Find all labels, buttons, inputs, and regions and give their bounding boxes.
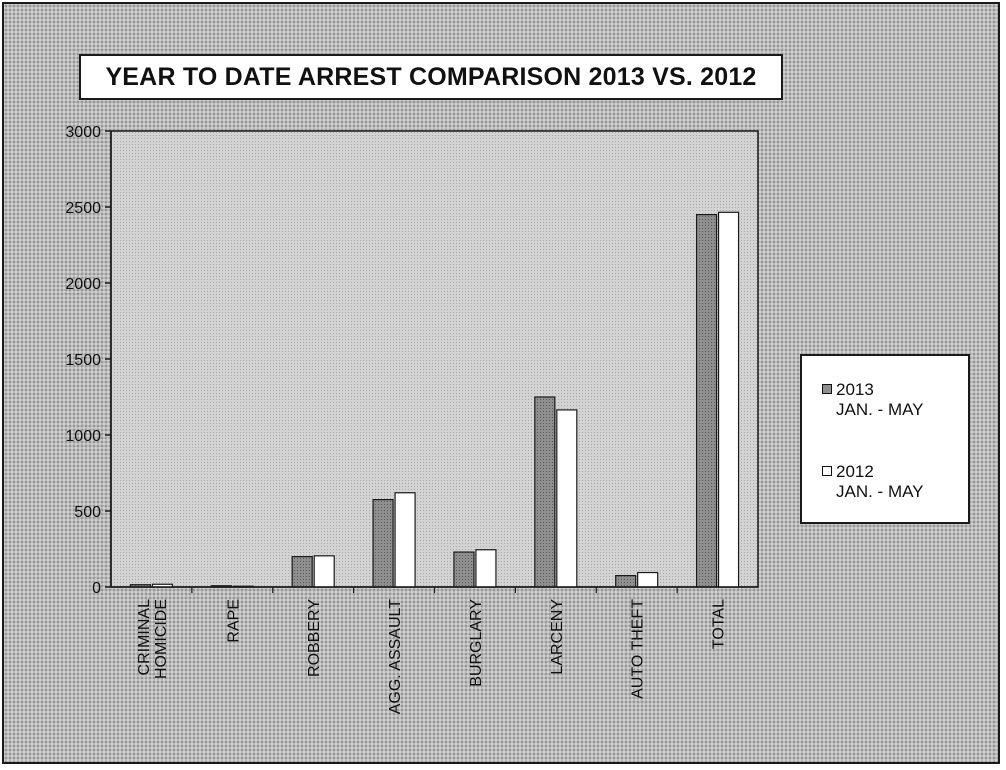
x-category-label: ROBBERY: [306, 599, 323, 677]
bar-2013-2: [291, 555, 313, 588]
x-category-label: BURGLARY: [468, 599, 485, 687]
y-tick-label: 1000: [65, 428, 101, 445]
bar-2013-4: [453, 551, 475, 588]
x-category-label: TOTAL: [711, 599, 728, 649]
bar-2012-2: [313, 555, 335, 588]
y-tick-label: 3000: [65, 124, 101, 141]
legend-swatch-2013: [822, 384, 832, 394]
y-tick-label: 1500: [65, 352, 101, 369]
legend-label-2013: 2013: [836, 380, 874, 399]
legend-sublabel-2012: JAN. - MAY: [836, 482, 924, 501]
bar-2013-6: [615, 574, 637, 588]
x-category-label: CRIMINAL: [136, 599, 153, 676]
x-category-label: RAPE: [225, 599, 242, 643]
plot-area: [110, 130, 759, 588]
y-tick-label: 0: [92, 580, 101, 597]
legend-sublabel-2013: JAN. - MAY: [836, 400, 924, 419]
bar-2012-3: [394, 492, 416, 588]
y-tick-label: 2000: [65, 276, 101, 293]
legend: 2013 JAN. - MAY 2012 JAN. - MAY: [800, 354, 970, 524]
y-tick-label: 500: [74, 504, 101, 521]
bar-2013-7: [695, 214, 718, 588]
bar-2012-6: [637, 571, 659, 588]
y-tick-label: 2500: [65, 200, 101, 217]
legend-label-2012: 2012: [836, 462, 874, 481]
bar-2012-4: [475, 549, 497, 588]
legend-swatch-2012: [822, 466, 832, 476]
chart-title-text: YEAR TO DATE ARREST COMPARISON 2013 VS. …: [105, 62, 757, 91]
bar-2012-5: [556, 409, 578, 588]
x-category-label: HOMICIDE: [153, 599, 170, 679]
bar-2013-5: [534, 396, 556, 588]
x-category-label: AGG. ASSAULT: [387, 599, 404, 715]
bar-2013-3: [372, 499, 394, 588]
x-category-label: LARCENY: [549, 599, 566, 675]
x-category-label: AUTO THEFT: [630, 599, 647, 699]
bar-2012-7: [717, 211, 740, 588]
chart-title: YEAR TO DATE ARREST COMPARISON 2013 VS. …: [79, 54, 783, 100]
